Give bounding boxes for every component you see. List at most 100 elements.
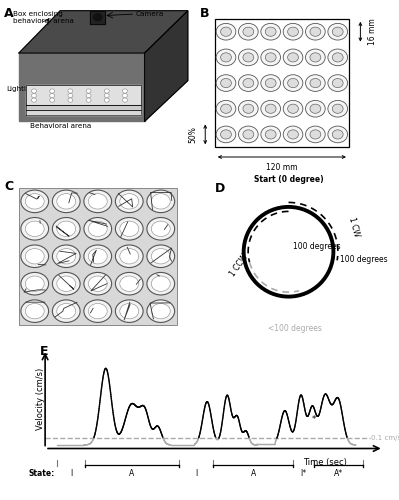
Circle shape [25, 304, 44, 319]
Circle shape [120, 276, 139, 291]
Circle shape [115, 245, 143, 268]
Text: A: A [251, 469, 256, 478]
Circle shape [310, 130, 321, 139]
Polygon shape [19, 53, 144, 121]
Bar [19, 188, 176, 325]
Circle shape [115, 218, 143, 240]
Circle shape [115, 272, 143, 295]
Circle shape [310, 53, 321, 62]
Text: 100 degrees: 100 degrees [340, 256, 388, 264]
Circle shape [147, 190, 175, 212]
Circle shape [332, 130, 343, 139]
Circle shape [52, 272, 80, 295]
Circle shape [21, 190, 49, 212]
Circle shape [221, 130, 231, 139]
Circle shape [50, 94, 55, 98]
Circle shape [261, 49, 280, 66]
Circle shape [265, 130, 276, 139]
Circle shape [239, 49, 258, 66]
Circle shape [88, 248, 107, 264]
Circle shape [57, 276, 76, 291]
Circle shape [84, 272, 112, 295]
Circle shape [147, 218, 175, 240]
Text: Velocity (cm/s): Velocity (cm/s) [36, 368, 45, 430]
Circle shape [151, 276, 170, 291]
Circle shape [57, 221, 76, 236]
Circle shape [283, 24, 303, 40]
Text: Start (0 degree): Start (0 degree) [254, 176, 323, 184]
Circle shape [88, 276, 107, 291]
Circle shape [151, 221, 170, 236]
Circle shape [104, 89, 109, 93]
Circle shape [147, 300, 175, 322]
Circle shape [288, 78, 298, 88]
Circle shape [151, 304, 170, 319]
Circle shape [25, 276, 44, 291]
Text: <100 degrees: <100 degrees [268, 324, 322, 334]
Circle shape [216, 126, 236, 143]
Circle shape [310, 104, 321, 114]
Circle shape [261, 100, 280, 117]
Circle shape [283, 49, 303, 66]
Circle shape [120, 304, 139, 319]
Text: 120 mm: 120 mm [266, 164, 298, 172]
Circle shape [52, 245, 80, 268]
Circle shape [328, 126, 348, 143]
Circle shape [115, 190, 143, 212]
Text: 1 CCW: 1 CCW [229, 252, 251, 278]
Circle shape [151, 248, 170, 264]
Circle shape [52, 218, 80, 240]
Text: A: A [4, 8, 14, 20]
Circle shape [288, 104, 298, 114]
Circle shape [88, 304, 107, 319]
Circle shape [21, 245, 49, 268]
Text: C: C [4, 180, 13, 193]
Text: Box enclosing
behavioral arena: Box enclosing behavioral arena [13, 10, 74, 24]
Circle shape [84, 218, 112, 240]
Circle shape [122, 98, 127, 102]
Text: A: A [129, 469, 134, 478]
Circle shape [25, 248, 44, 264]
Text: 1 CW: 1 CW [347, 216, 361, 238]
Text: I*: I* [301, 469, 307, 478]
Circle shape [216, 74, 236, 92]
Circle shape [68, 89, 73, 93]
Circle shape [21, 272, 49, 295]
Circle shape [283, 100, 303, 117]
Text: E: E [40, 345, 48, 358]
Circle shape [288, 130, 298, 139]
Circle shape [332, 53, 343, 62]
Circle shape [221, 78, 231, 88]
Text: B: B [200, 8, 209, 20]
Polygon shape [19, 10, 188, 53]
Circle shape [84, 300, 112, 322]
Circle shape [265, 53, 276, 62]
Circle shape [50, 89, 55, 93]
Circle shape [239, 126, 258, 143]
Circle shape [332, 27, 343, 36]
Text: Lightbox: Lightbox [6, 86, 37, 92]
Text: *: * [312, 415, 316, 424]
Circle shape [332, 78, 343, 88]
Circle shape [32, 89, 36, 93]
Text: I: I [70, 469, 72, 478]
Circle shape [84, 245, 112, 268]
Circle shape [265, 27, 276, 36]
Circle shape [306, 49, 325, 66]
Circle shape [216, 24, 236, 40]
Circle shape [221, 53, 231, 62]
Text: 16 mm: 16 mm [368, 18, 377, 45]
Circle shape [328, 100, 348, 117]
Circle shape [120, 194, 139, 209]
Circle shape [86, 98, 91, 102]
Circle shape [306, 24, 325, 40]
Circle shape [243, 130, 254, 139]
Text: I: I [195, 469, 197, 478]
Polygon shape [26, 110, 141, 115]
Circle shape [25, 194, 44, 209]
Circle shape [68, 94, 73, 98]
Circle shape [243, 104, 254, 114]
Circle shape [261, 126, 280, 143]
Circle shape [50, 98, 55, 102]
Circle shape [88, 194, 107, 209]
